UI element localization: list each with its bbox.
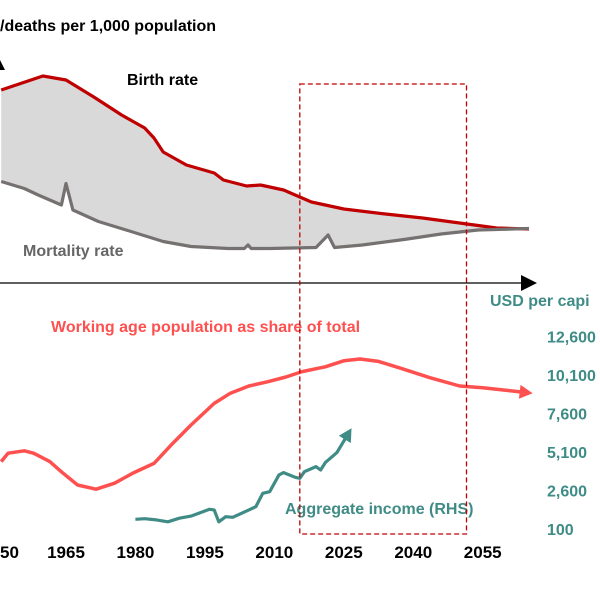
- x-tick-label: 50: [0, 543, 19, 562]
- usd-per-capita-label: USD per capi: [490, 293, 590, 310]
- right-axis-tick-label: 100: [547, 522, 574, 539]
- x-axis-arrowhead: [521, 275, 537, 291]
- x-tick-label: 2055: [464, 543, 502, 562]
- x-tick-label: 2025: [325, 543, 363, 562]
- working-age-arrowhead: [518, 384, 533, 399]
- mortality-rate-label: Mortality rate: [23, 243, 124, 260]
- x-tick-label: 1980: [117, 543, 155, 562]
- working-age-label: Working age population as share of total: [51, 319, 360, 336]
- birth-rate-label: Birth rate: [127, 72, 198, 89]
- aggregate-income-arrowhead: [338, 428, 352, 443]
- birth-mortality-gap-area: [1, 76, 529, 249]
- y-axis-arrowhead: [0, 60, 5, 70]
- aggregate-income-line: [135, 432, 350, 524]
- x-tick-label: 2040: [394, 543, 432, 562]
- upper-axis-title: /deaths per 1,000 population: [0, 18, 216, 35]
- lower-panel: Working age population as share of total…: [0, 293, 596, 562]
- x-tick-label: 1995: [186, 543, 224, 562]
- x-tick-label: 2010: [255, 543, 293, 562]
- x-axis-ticks: 50 1965 1980 1995 2010 2025 2040 2055: [0, 543, 502, 562]
- right-axis-tick-label: 12,600: [547, 330, 596, 347]
- right-axis-tick-label: 5,100: [547, 445, 587, 462]
- working-age-share-line: [0, 357, 527, 491]
- x-tick-label: 1965: [47, 543, 85, 562]
- mortality-rate-line: [0, 179, 530, 251]
- right-axis-tick-label: 10,100: [547, 368, 596, 385]
- right-axis-ticks: 12,600 10,100 7,600 5,100 2,600 100: [547, 330, 596, 540]
- right-axis-tick-label: 2,600: [547, 484, 587, 501]
- upper-panel: /deaths per 1,000 population Birth rate …: [0, 18, 537, 291]
- aggregate-income-label: Aggregate income (RHS): [285, 501, 473, 518]
- right-axis-tick-label: 7,600: [547, 407, 587, 424]
- birth-rate-line: [0, 74, 530, 231]
- highlight-box: [299, 83, 468, 535]
